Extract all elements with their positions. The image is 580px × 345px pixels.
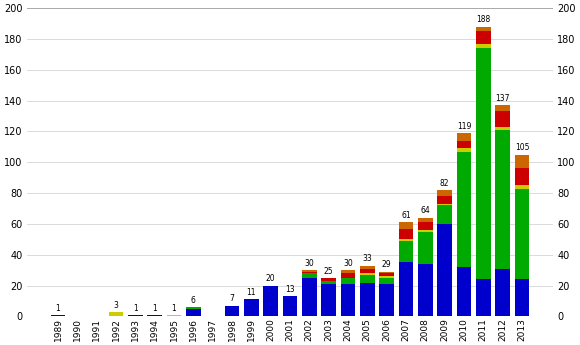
- Bar: [398, 263, 413, 316]
- Bar: [109, 312, 124, 316]
- Bar: [244, 299, 259, 316]
- Bar: [360, 283, 375, 316]
- Bar: [167, 315, 182, 316]
- Bar: [514, 155, 529, 168]
- Text: 30: 30: [343, 259, 353, 268]
- Bar: [379, 278, 394, 284]
- Text: 6: 6: [191, 296, 196, 305]
- Bar: [398, 223, 413, 229]
- Bar: [263, 286, 278, 316]
- Bar: [456, 267, 471, 316]
- Text: 137: 137: [495, 94, 510, 103]
- Bar: [476, 48, 491, 279]
- Bar: [495, 130, 510, 269]
- Bar: [476, 279, 491, 316]
- Bar: [456, 151, 471, 267]
- Bar: [340, 284, 355, 316]
- Bar: [495, 105, 510, 111]
- Bar: [340, 278, 355, 284]
- Bar: [437, 204, 452, 206]
- Bar: [514, 185, 529, 188]
- Bar: [418, 264, 433, 316]
- Bar: [147, 315, 162, 316]
- Bar: [437, 196, 452, 204]
- Text: 64: 64: [420, 207, 430, 216]
- Bar: [302, 273, 317, 278]
- Bar: [186, 307, 201, 309]
- Text: 119: 119: [457, 122, 471, 131]
- Bar: [379, 276, 394, 278]
- Bar: [495, 269, 510, 316]
- Bar: [437, 224, 452, 316]
- Text: 30: 30: [304, 259, 314, 268]
- Bar: [514, 188, 529, 279]
- Bar: [360, 266, 375, 269]
- Text: 11: 11: [246, 288, 256, 297]
- Bar: [495, 111, 510, 127]
- Bar: [418, 223, 433, 230]
- Bar: [360, 275, 375, 283]
- Bar: [302, 278, 317, 316]
- Bar: [128, 315, 143, 316]
- Bar: [321, 278, 336, 281]
- Text: 188: 188: [476, 15, 491, 24]
- Text: 3: 3: [114, 300, 118, 309]
- Bar: [379, 284, 394, 316]
- Text: 13: 13: [285, 285, 295, 294]
- Bar: [476, 43, 491, 48]
- Text: 1: 1: [172, 304, 176, 313]
- Bar: [186, 309, 201, 316]
- Bar: [302, 272, 317, 273]
- Bar: [398, 229, 413, 239]
- Bar: [437, 206, 452, 224]
- Bar: [321, 284, 336, 316]
- Bar: [514, 279, 529, 316]
- Text: 61: 61: [401, 211, 411, 220]
- Bar: [456, 141, 471, 148]
- Bar: [418, 230, 433, 232]
- Bar: [302, 270, 317, 272]
- Bar: [514, 168, 529, 185]
- Text: 82: 82: [440, 179, 450, 188]
- Bar: [340, 273, 355, 278]
- Bar: [321, 281, 336, 284]
- Bar: [379, 273, 394, 276]
- Bar: [437, 190, 452, 196]
- Text: 105: 105: [514, 143, 529, 152]
- Bar: [51, 315, 66, 316]
- Text: 7: 7: [230, 294, 234, 303]
- Text: 29: 29: [382, 260, 392, 269]
- Text: 1: 1: [133, 304, 137, 313]
- Bar: [398, 241, 413, 263]
- Text: 1: 1: [153, 304, 157, 313]
- Text: 1: 1: [56, 304, 60, 313]
- Bar: [379, 272, 394, 273]
- Bar: [418, 218, 433, 223]
- Text: 25: 25: [324, 267, 334, 276]
- Bar: [476, 27, 491, 31]
- Text: 20: 20: [266, 274, 275, 283]
- Bar: [398, 239, 413, 241]
- Bar: [360, 273, 375, 275]
- Bar: [283, 296, 297, 316]
- Bar: [495, 127, 510, 130]
- Bar: [418, 232, 433, 264]
- Text: 33: 33: [362, 254, 372, 263]
- Bar: [476, 31, 491, 43]
- Bar: [456, 133, 471, 141]
- Bar: [456, 148, 471, 151]
- Bar: [225, 306, 240, 316]
- Bar: [360, 269, 375, 273]
- Bar: [340, 270, 355, 273]
